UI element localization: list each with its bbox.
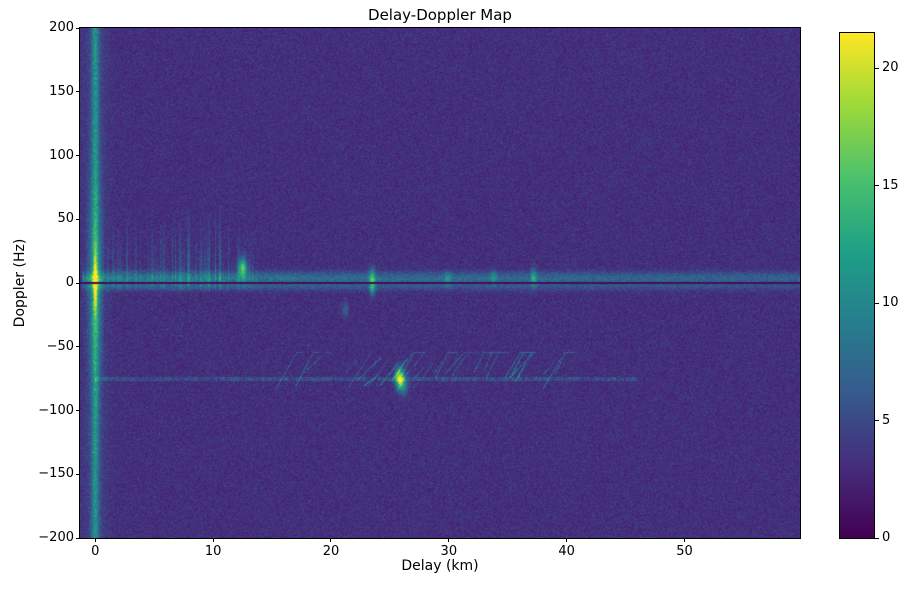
x-tick-mark: [566, 538, 568, 542]
x-tick-mark: [330, 538, 332, 542]
y-tick-mark: [76, 218, 80, 220]
y-tick-mark: [76, 346, 80, 348]
colorbar-tick-mark: [875, 420, 879, 422]
colorbar-tick-label: 10: [882, 295, 899, 311]
colorbar-tick-mark: [875, 537, 879, 539]
y-tick-mark: [76, 537, 80, 539]
chart-title: Delay-Doppler Map: [368, 6, 512, 24]
y-tick-label: 200: [49, 20, 74, 35]
colorbar-tick-mark: [875, 302, 879, 304]
y-tick-mark: [76, 27, 80, 29]
x-tick-label: 0: [91, 544, 100, 559]
colorbar-tick-mark: [875, 67, 879, 69]
y-tick-label: 0: [65, 275, 74, 290]
y-tick-label: −50: [46, 338, 74, 354]
x-tick-mark: [448, 538, 450, 542]
colorbar: [839, 32, 875, 539]
colorbar-tick-label: 15: [882, 177, 899, 193]
plot-area: [79, 27, 801, 539]
colorbar-tick-label: 0: [882, 530, 891, 545]
x-tick-label: 40: [558, 544, 575, 559]
y-tick-mark: [76, 91, 80, 93]
x-tick-label: 20: [322, 544, 340, 559]
heatmap-canvas: [80, 28, 800, 538]
x-tick-label: 50: [676, 544, 693, 559]
y-tick-mark: [76, 473, 80, 475]
y-tick-label: 100: [49, 147, 74, 163]
y-tick-label: −150: [38, 466, 74, 482]
x-axis-label: Delay (km): [401, 558, 479, 574]
y-tick-label: 150: [49, 83, 74, 99]
colorbar-tick-label: 5: [882, 412, 891, 428]
colorbar-tick-label: 20: [882, 60, 899, 76]
x-tick-label: 10: [204, 544, 222, 559]
y-axis-label: Doppler (Hz): [12, 238, 28, 328]
y-tick-mark: [76, 410, 80, 411]
x-tick-mark: [684, 538, 686, 542]
y-tick-label: 50: [57, 211, 74, 227]
colorbar-canvas: [840, 33, 874, 538]
y-tick-label: −200: [38, 530, 74, 545]
x-tick-mark: [212, 538, 214, 542]
y-tick-label: −100: [38, 402, 74, 418]
y-tick-mark: [76, 282, 80, 284]
x-tick-mark: [94, 538, 96, 542]
x-tick-label: 30: [440, 544, 458, 559]
y-tick-mark: [76, 155, 80, 156]
colorbar-tick-mark: [875, 185, 879, 187]
